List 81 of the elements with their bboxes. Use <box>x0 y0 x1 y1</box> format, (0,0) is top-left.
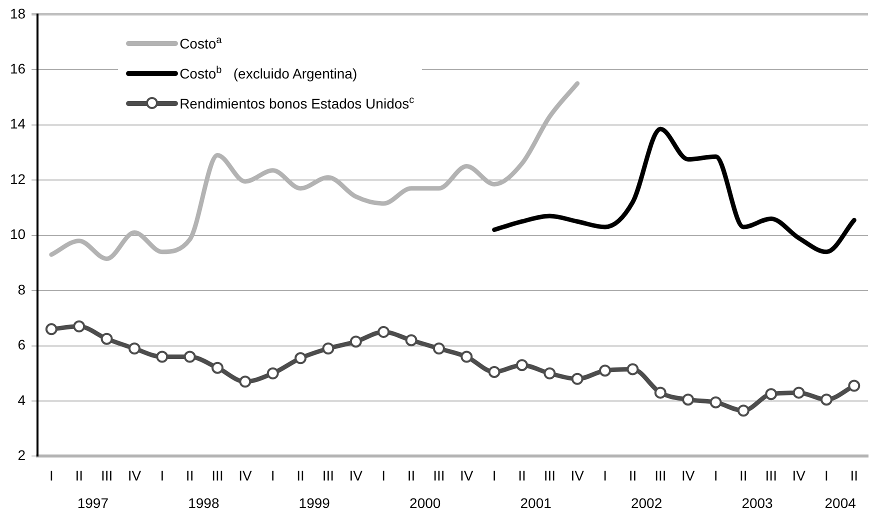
point <box>599 364 612 377</box>
point <box>212 362 224 374</box>
x-tick-label: II <box>296 467 304 484</box>
x-tick-label: IV <box>460 467 474 484</box>
point <box>156 350 168 363</box>
y-tick-label: 4 <box>18 392 26 408</box>
point <box>45 323 58 336</box>
point <box>737 404 750 417</box>
point <box>820 394 832 406</box>
text: 2002 <box>630 495 662 512</box>
point <box>239 376 252 388</box>
point <box>765 388 778 400</box>
x-tick-label: II <box>850 467 858 484</box>
y-tick-label: 18 <box>10 5 26 22</box>
y-tick-label: 8 <box>18 281 26 298</box>
x-tick-label: II <box>186 467 194 484</box>
y-tick-label: 16 <box>10 60 26 76</box>
x-tick-label: IV <box>681 467 696 484</box>
x-tick-label: IV <box>570 467 585 484</box>
point <box>405 334 418 346</box>
point <box>792 386 805 399</box>
x-tick-label: I <box>382 467 386 484</box>
x-tick-label: IV <box>238 467 252 484</box>
x-tick-label: III <box>322 467 334 484</box>
point <box>128 342 140 355</box>
x-tick-label: I <box>824 467 828 484</box>
x-tick-label: I <box>49 467 54 484</box>
point <box>460 350 473 363</box>
point <box>294 352 307 364</box>
point <box>848 380 860 392</box>
text: 2003 <box>742 495 774 512</box>
point <box>322 342 334 355</box>
point <box>73 320 86 332</box>
y-tick-label: 12 <box>10 170 26 187</box>
y-tick-label: 2 <box>18 447 26 464</box>
x-tick-label: III <box>765 467 777 484</box>
x-tick-label: III <box>544 467 556 484</box>
y-tick-label: 6 <box>18 336 26 353</box>
text: 2001 <box>520 495 552 512</box>
line-series <box>492 126 856 254</box>
x-tick-label: II <box>75 467 83 484</box>
point <box>516 359 528 372</box>
x-tick-label: I <box>603 467 607 484</box>
legend-label: Costo$^{a}$ <box>180 35 222 52</box>
x-tick-label: I <box>160 467 164 484</box>
text: 1997 <box>77 495 109 512</box>
x-tick-label: II <box>740 467 748 484</box>
x-tick-label: III <box>433 467 445 484</box>
point <box>184 350 196 363</box>
point <box>488 366 500 378</box>
y-tick-label: 10 <box>10 226 26 242</box>
x-tick-label: IV <box>792 467 806 484</box>
x-tick-label: II <box>518 467 526 484</box>
point <box>682 394 694 406</box>
point <box>571 372 584 385</box>
text: 1999 <box>298 495 330 512</box>
x-tick-label: IV <box>128 467 142 484</box>
point <box>626 363 639 376</box>
x-tick-label: II <box>407 467 416 484</box>
x-tick-label: III <box>212 467 224 484</box>
point <box>100 332 113 345</box>
x-tick-label: I <box>492 467 496 484</box>
point <box>266 367 279 380</box>
text: 2004 <box>824 495 856 512</box>
x-tick-label: III <box>100 467 113 484</box>
x-tick-label: II <box>628 467 637 484</box>
point <box>378 326 390 338</box>
text: 2000 <box>410 495 441 512</box>
legend-label: Rendimientos bonos Estados Unidos$^{c}$ <box>180 95 414 112</box>
legend-label: Costo$^{b}$ (excluido Argentina) <box>180 65 358 82</box>
point <box>654 386 666 399</box>
y-tick-label: 14 <box>10 116 26 132</box>
point <box>710 396 722 408</box>
point <box>432 342 445 355</box>
point <box>350 336 362 348</box>
x-tick-label: I <box>270 467 275 484</box>
x-tick-label: IV <box>349 467 364 484</box>
x-tick-label: I <box>714 467 718 484</box>
text: 1998 <box>188 495 220 512</box>
x-tick-label: III <box>654 467 666 484</box>
point <box>544 367 556 380</box>
